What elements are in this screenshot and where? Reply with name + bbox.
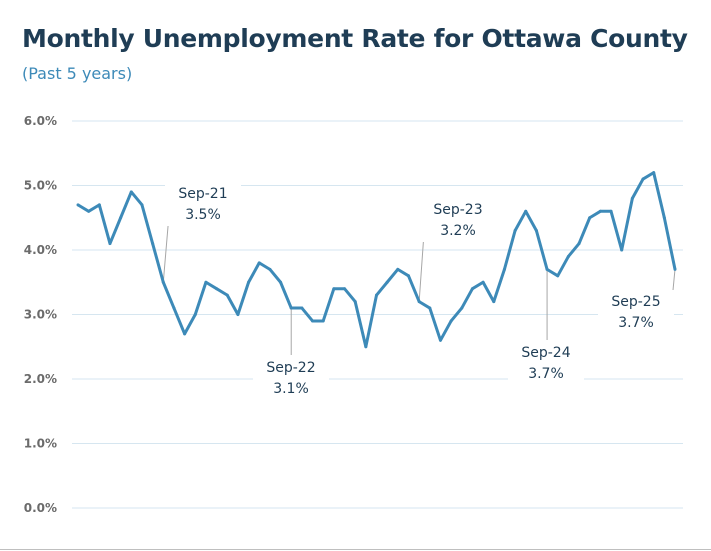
data-point bbox=[289, 306, 293, 310]
y-tick-label: 4.0% bbox=[24, 243, 57, 257]
data-point bbox=[76, 203, 80, 207]
data-point bbox=[417, 300, 421, 304]
data-point bbox=[385, 280, 389, 284]
annotation-value: 3.1% bbox=[273, 381, 309, 397]
y-tick-label: 0.0% bbox=[24, 501, 57, 515]
chart-subtitle: (Past 5 years) bbox=[22, 64, 133, 83]
y-tick-label: 5.0% bbox=[24, 179, 57, 193]
data-point bbox=[481, 280, 485, 284]
data-point bbox=[630, 196, 634, 200]
data-point bbox=[449, 319, 453, 323]
data-point bbox=[108, 242, 112, 246]
data-point bbox=[300, 306, 304, 310]
data-point bbox=[566, 254, 570, 258]
annotation-background bbox=[253, 356, 329, 400]
data-point bbox=[577, 242, 581, 246]
data-point bbox=[247, 280, 251, 284]
y-tick-label: 3.0% bbox=[24, 308, 57, 322]
data-point bbox=[225, 293, 229, 297]
annotation-month: Sep-25 bbox=[611, 294, 660, 310]
annotation-background bbox=[420, 198, 496, 242]
data-point bbox=[215, 287, 219, 291]
data-point bbox=[129, 190, 133, 194]
chart-title: Monthly Unemployment Rate for Ottawa Cou… bbox=[22, 24, 688, 53]
data-point bbox=[438, 338, 442, 342]
annotation-background bbox=[508, 341, 584, 385]
data-point bbox=[492, 300, 496, 304]
bottom-border bbox=[0, 549, 711, 550]
data-point bbox=[428, 306, 432, 310]
data-point bbox=[119, 216, 123, 220]
data-point bbox=[204, 280, 208, 284]
data-point bbox=[641, 177, 645, 181]
annotation-value: 3.7% bbox=[528, 366, 564, 382]
data-point bbox=[332, 287, 336, 291]
annotation-background bbox=[598, 290, 674, 334]
data-point bbox=[97, 203, 101, 207]
data-point bbox=[662, 216, 666, 220]
annotation-background bbox=[165, 182, 241, 226]
data-point bbox=[161, 280, 165, 284]
data-point bbox=[87, 209, 91, 213]
data-point bbox=[321, 319, 325, 323]
data-point bbox=[172, 306, 176, 310]
data-point bbox=[236, 313, 240, 316]
data-point bbox=[513, 229, 517, 233]
data-point bbox=[588, 216, 592, 220]
y-tick-label: 2.0% bbox=[24, 372, 57, 386]
data-point bbox=[193, 313, 197, 316]
annotation-month: Sep-24 bbox=[521, 345, 570, 361]
annotation-month: Sep-22 bbox=[266, 360, 315, 376]
data-point bbox=[140, 203, 144, 207]
annotation-value: 3.5% bbox=[185, 207, 221, 223]
data-point bbox=[396, 267, 400, 271]
data-point bbox=[406, 274, 410, 278]
data-point bbox=[673, 267, 677, 271]
data-point bbox=[343, 287, 347, 291]
data-point bbox=[534, 229, 538, 233]
annotation-value: 3.2% bbox=[440, 223, 476, 239]
data-point bbox=[257, 261, 261, 265]
data-point bbox=[620, 248, 624, 252]
data-point bbox=[545, 267, 549, 271]
data-point bbox=[353, 300, 357, 304]
data-point bbox=[364, 345, 368, 349]
data-point bbox=[609, 209, 613, 213]
annotation-month: Sep-23 bbox=[433, 202, 482, 218]
data-point bbox=[183, 332, 187, 336]
y-tick-label: 6.0% bbox=[24, 114, 57, 128]
y-tick-label: 1.0% bbox=[24, 437, 57, 451]
data-point bbox=[652, 171, 656, 175]
data-point bbox=[268, 267, 272, 271]
annotation-value: 3.7% bbox=[618, 315, 654, 331]
data-point bbox=[556, 274, 560, 278]
annotation-month: Sep-21 bbox=[178, 186, 227, 202]
data-point bbox=[375, 293, 378, 297]
data-point bbox=[151, 242, 155, 246]
data-point bbox=[470, 287, 474, 291]
data-point bbox=[598, 209, 602, 213]
data-point bbox=[460, 306, 464, 310]
data-point bbox=[502, 267, 506, 271]
data-point bbox=[311, 319, 315, 323]
data-point bbox=[279, 280, 283, 284]
data-point bbox=[524, 209, 528, 213]
